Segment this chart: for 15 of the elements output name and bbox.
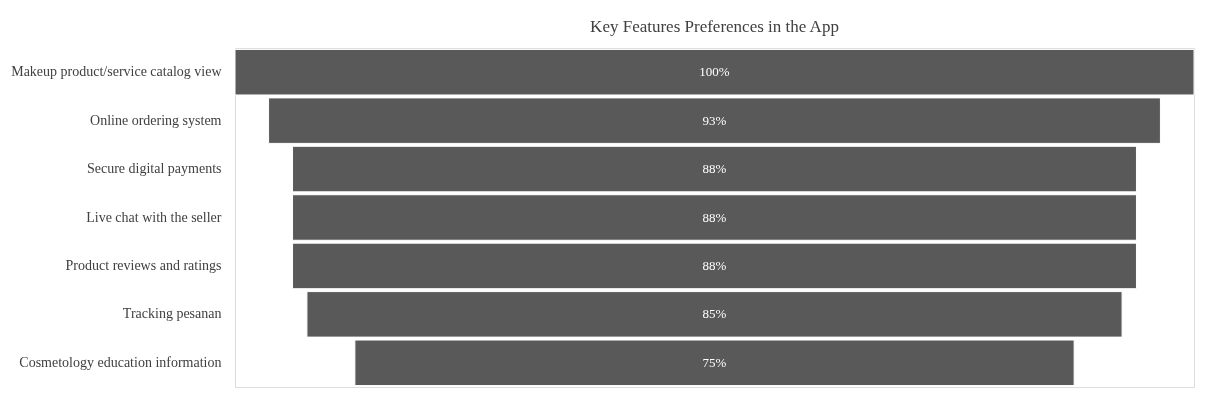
data-label: 85% [702,306,727,322]
data-label: 88% [702,257,727,273]
category-label: Tracking pesanan [122,306,222,322]
data-label: 75% [702,354,727,370]
category-label: Product reviews and ratings [65,257,222,273]
data-label: 88% [702,161,727,177]
category-label: Makeup product/service catalog view [11,64,223,80]
category-label: Online ordering system [90,112,222,128]
category-label: Secure digital payments [86,161,222,177]
data-label: 93% [702,112,727,128]
data-label: 88% [702,209,727,225]
category-label: Live chat with the seller [86,209,222,225]
category-label: Cosmetology education information [19,354,222,370]
data-label: 100% [699,64,730,80]
text: Key Features Preferences in the App [590,17,839,36]
